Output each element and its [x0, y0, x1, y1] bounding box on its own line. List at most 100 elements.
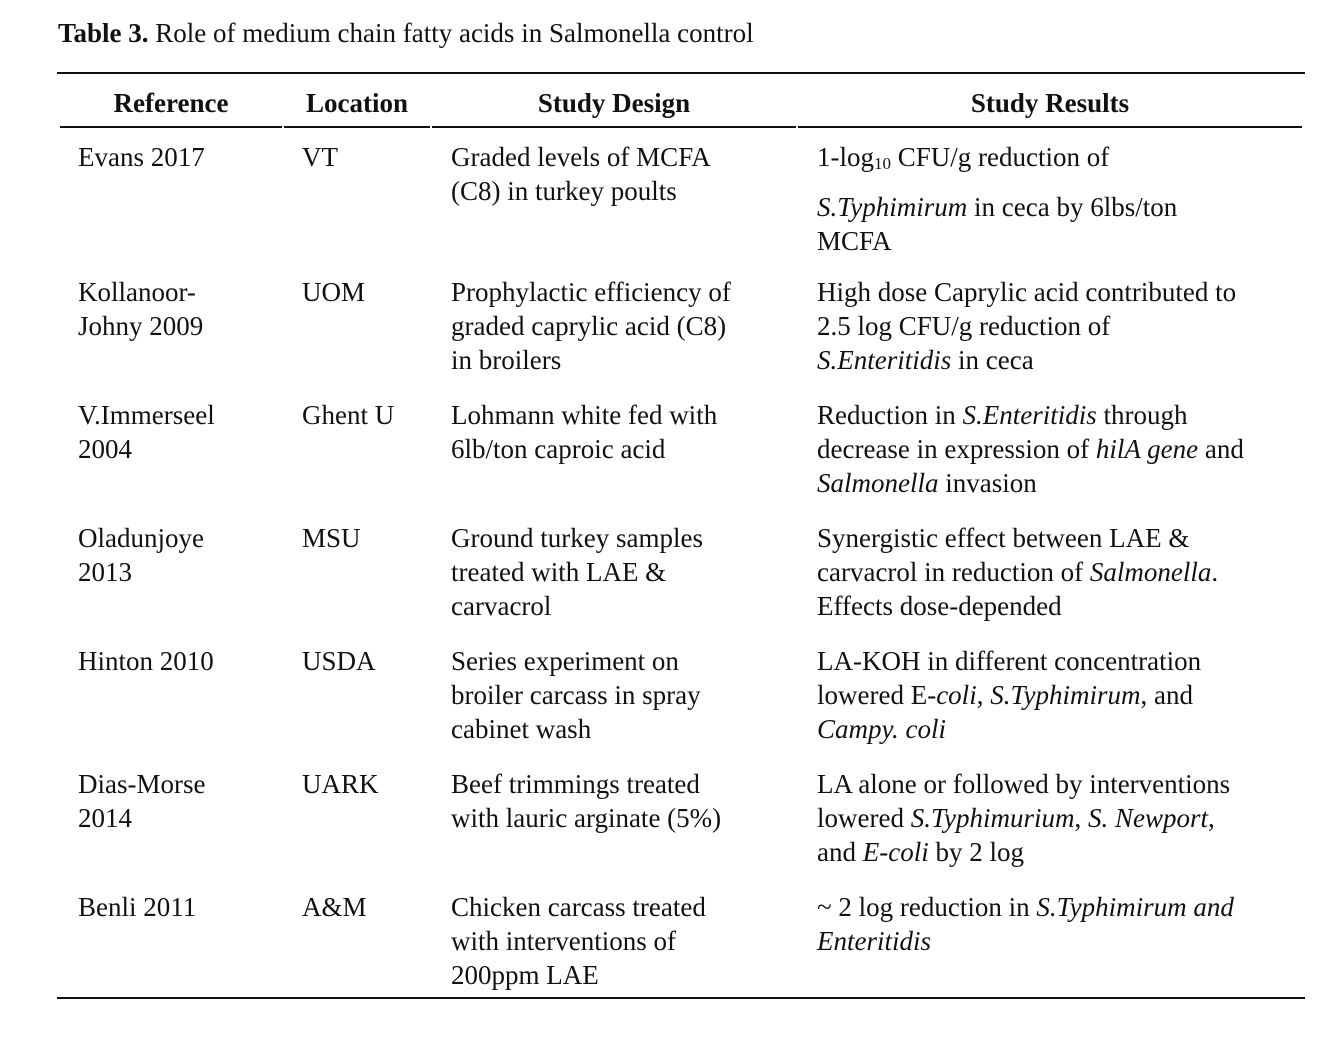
design-line: 6lb/ton caproic acid: [451, 434, 666, 464]
cell-study-design: Ground turkey samples treated with LAE & c…: [451, 521, 703, 623]
results-text: ~ 2 log reduction in: [817, 892, 1037, 922]
results-line: and E-coli by 2 log: [817, 835, 1230, 869]
cell-study-results: Reduction in S.Enteritidis through decrea…: [817, 398, 1244, 500]
results-line: Salmonella invasion: [817, 466, 1244, 500]
results-line: lowered E-coli, S.Typhimirum, and: [817, 678, 1201, 712]
design-line: Ground turkey samples: [451, 523, 703, 553]
cell-study-results: LA-KOH in different concentration lowered…: [817, 644, 1201, 746]
results-line: Enteritidis: [817, 924, 1234, 958]
results-text: and: [817, 837, 863, 867]
results-text: , and: [1140, 680, 1193, 710]
cell-location: USDA: [302, 646, 376, 676]
design-line: in broilers: [451, 345, 562, 375]
results-text: through: [1096, 400, 1188, 430]
italic-text: S.Typhimirum and: [1036, 892, 1234, 922]
reference-line: Johny 2009: [78, 311, 204, 341]
results-text: 2.5 log CFU/g reduction of: [817, 311, 1111, 341]
results-text: lowered E-: [817, 680, 937, 710]
results-text: carvacrol in reduction of: [817, 557, 1090, 587]
design-line: graded caprylic acid (C8): [451, 311, 727, 341]
italic-text: Enteritidis: [817, 926, 931, 956]
cell-reference: Kollanoor- Johny 2009: [78, 275, 203, 343]
reference-line: 2013: [78, 557, 132, 587]
italic-text: E-coli: [862, 837, 929, 867]
results-line: carvacrol in reduction of Salmonella.: [817, 555, 1218, 589]
design-line: Beef trimmings treated: [451, 769, 700, 799]
reference-line: Evans 2017: [78, 142, 205, 172]
cell-location: UOM: [302, 277, 366, 307]
results-text: 1-log: [817, 142, 874, 172]
header-study-design: Study Design: [537, 88, 691, 118]
design-line: carvacrol: [451, 591, 552, 621]
italic-text: S. Newport: [1087, 803, 1208, 833]
results-text: ,: [1208, 803, 1215, 833]
results-line: ~ 2 log reduction in S.Typhimirum and: [817, 890, 1234, 924]
table-label: Table 3.: [58, 18, 149, 48]
reference-line: 2014: [78, 803, 132, 833]
cell-study-design: Beef trimmings treated with lauric argina…: [451, 767, 721, 835]
results-line: decrease in expression of hilA gene and: [817, 432, 1244, 466]
results-text: lowered: [817, 803, 911, 833]
cell-study-results: High dose Caprylic acid contributed to 2.…: [817, 275, 1236, 377]
results-text: Reduction in: [817, 400, 963, 430]
results-line: S.Enteritidis in ceca: [817, 343, 1236, 377]
reference-line: Benli 2011: [78, 892, 197, 922]
results-line: S.Typhimirum in ceca by 6lbs/ton: [817, 190, 1177, 224]
cell-study-results: Synergistic effect between LAE & carvacro…: [817, 521, 1218, 623]
cell-reference: Dias-Morse 2014: [78, 767, 205, 835]
cell-reference: Hinton 2010: [78, 644, 214, 678]
results-line: Synergistic effect between LAE &: [817, 521, 1218, 555]
reference-line: V.Immerseel: [78, 400, 215, 430]
results-line: LA-KOH in different concentration: [817, 644, 1201, 678]
results-line: lowered S.Typhimurium, S. Newport,: [817, 801, 1230, 835]
design-line: Lohmann white fed with: [451, 400, 718, 430]
italic-text: coli: [936, 680, 977, 710]
cell-reference: V.Immerseel 2004: [78, 398, 215, 466]
header-location: Location: [305, 88, 408, 118]
results-line: Reduction in S.Enteritidis through: [817, 398, 1244, 432]
design-line: cabinet wash: [451, 714, 592, 744]
header-rule-location: [284, 126, 430, 128]
italic-text: S.Typhimirum: [990, 680, 1141, 710]
results-line: Campy. coli: [817, 712, 1201, 746]
results-text: invasion: [938, 468, 1037, 498]
cell-location: Ghent U: [302, 400, 395, 430]
design-line: Prophylactic efficiency of: [451, 277, 731, 307]
subscript-text: 10: [874, 154, 891, 173]
results-text: and: [1198, 434, 1244, 464]
cell-study-results: ~ 2 log reduction in S.Typhimirum and Ent…: [817, 890, 1234, 958]
results-line: LA alone or followed by interventions: [817, 767, 1230, 801]
cell-location: UARK: [302, 769, 379, 799]
reference-line: Hinton 2010: [78, 646, 214, 676]
cell-study-design: Prophylactic efficiency of graded capryli…: [451, 275, 731, 377]
results-text: High dose Caprylic acid contributed to: [817, 277, 1237, 307]
design-line: with interventions of: [451, 926, 676, 956]
results-text: Synergistic effect between LAE &: [817, 523, 1190, 553]
design-line: Chicken carcass treated: [451, 892, 706, 922]
design-line: Graded levels of MCFA: [451, 142, 711, 172]
results-text: Effects dose-depended: [817, 591, 1062, 621]
reference-line: Oladunjoye: [78, 523, 204, 553]
results-text: LA alone or followed by interventions: [817, 769, 1231, 799]
cell-location: A&M: [302, 892, 367, 922]
results-line: 1-log10 CFU/g reduction of: [817, 140, 1177, 178]
table-caption: Table 3. Role of medium chain fatty acid…: [58, 16, 754, 50]
reference-line: Kollanoor-: [78, 277, 196, 307]
cell-location: MSU: [302, 523, 361, 553]
results-text: by 2 log: [928, 837, 1024, 867]
italic-text: S.Enteritidis: [817, 345, 952, 375]
reference-line: Dias-Morse: [78, 769, 206, 799]
design-line: 200ppm LAE: [451, 960, 599, 990]
design-line: with lauric arginate (5%): [451, 803, 722, 833]
italic-text: S.Typhimirum: [817, 192, 968, 222]
results-text: in ceca by 6lbs/ton: [967, 192, 1178, 222]
cell-study-design: Series experiment on broiler carcass in s…: [451, 644, 701, 746]
results-line: Effects dose-depended: [817, 589, 1218, 623]
header-study-results: Study Results: [970, 88, 1130, 118]
results-line: MCFA: [817, 224, 1177, 258]
results-line: High dose Caprylic acid contributed to: [817, 275, 1236, 309]
results-text: CFU/g reduction of: [891, 142, 1110, 172]
results-text: LA-KOH in different concentration: [817, 646, 1202, 676]
results-text: decrease in expression of: [817, 434, 1096, 464]
cell-reference: Benli 2011: [78, 890, 196, 924]
